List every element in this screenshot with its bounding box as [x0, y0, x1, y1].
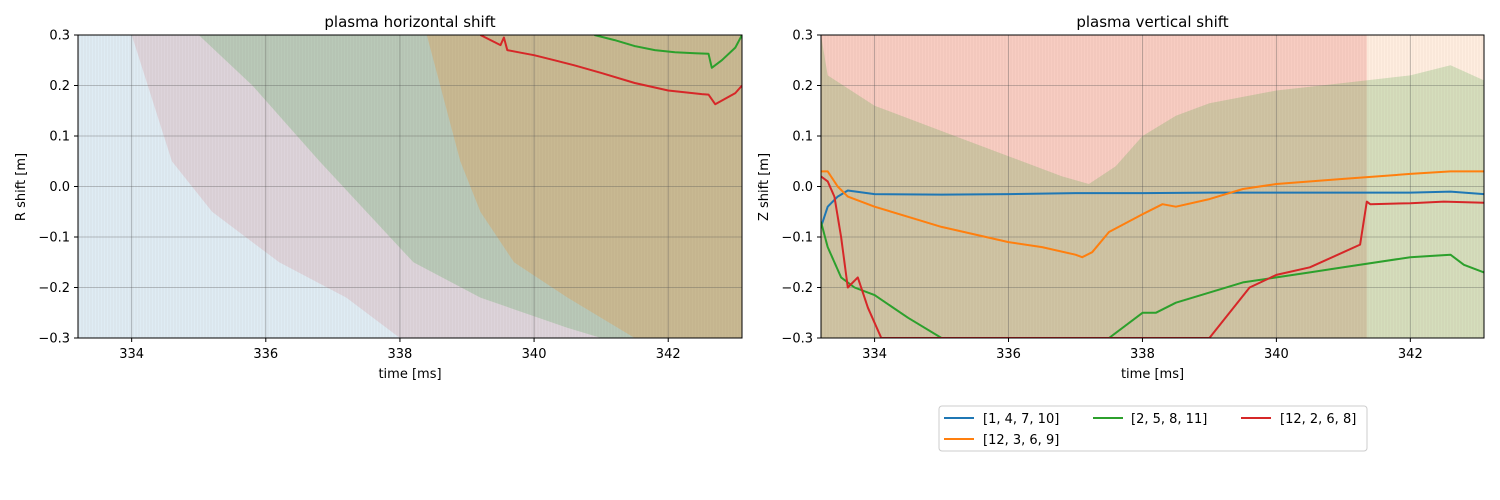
legend-label: [12, 2, 6, 8] — [1280, 412, 1356, 427]
series-line — [821, 170, 1484, 259]
stripes — [821, 35, 1483, 338]
x-tick-label: 336 — [253, 347, 278, 362]
x-tick-label: 340 — [1264, 347, 1289, 362]
x-tick-label: 340 — [522, 347, 547, 362]
series-line — [821, 189, 1484, 228]
y-tick-label: 0.0 — [792, 180, 813, 195]
series-line — [821, 221, 1484, 338]
series-line — [594, 35, 742, 69]
y-tick-label: −0.3 — [781, 332, 813, 347]
y-tick-label: 0.3 — [49, 29, 70, 44]
legend-label: [12, 3, 6, 9] — [983, 433, 1059, 448]
y-tick-label: 0.1 — [792, 130, 813, 145]
y-tick-label: 0.2 — [792, 79, 813, 94]
x-axis-label: time [ms] — [378, 367, 441, 382]
legend-label: [1, 4, 7, 10] — [983, 412, 1059, 427]
y-tick-label: 0.3 — [792, 29, 813, 44]
y-tick-label: −0.1 — [38, 231, 70, 246]
envelope-band — [78, 35, 742, 338]
vertical-shift-panel: plasma vertical shift time [ms] Z shift … — [757, 13, 1485, 382]
legend-label: [2, 5, 8, 11] — [1131, 412, 1207, 427]
y-tick-label: 0.2 — [49, 79, 70, 94]
x-tick-label: 334 — [119, 347, 144, 362]
envelope-band — [78, 35, 742, 338]
horizontal-shift-panel: plasma horizontal shift time [ms] R shif… — [14, 13, 743, 382]
envelope-band — [821, 35, 1367, 338]
y-tick-label: −0.2 — [781, 281, 813, 296]
y-tick-label: −0.1 — [781, 231, 813, 246]
series-line — [479, 35, 742, 106]
y-axis-label: R shift [m] — [14, 153, 29, 221]
envelope-band — [78, 35, 742, 338]
y-tick-label: 0.0 — [49, 180, 70, 195]
x-tick-label: 342 — [1398, 347, 1423, 362]
envelope-band — [821, 35, 1484, 338]
chart-title: plasma vertical shift — [1076, 13, 1228, 31]
y-axis-label: Z shift [m] — [757, 153, 772, 221]
legend: [1, 4, 7, 10] [2, 5, 8, 11] [12, 2, 6, 8… — [938, 405, 1368, 452]
series-line — [821, 175, 1484, 338]
y-tick-label: 0.1 — [49, 130, 70, 145]
x-tick-label: 342 — [656, 347, 681, 362]
x-tick-label: 338 — [388, 347, 413, 362]
envelope-band — [78, 35, 742, 338]
envelope-band — [821, 35, 1484, 338]
stripes — [78, 35, 740, 338]
x-axis-label: time [ms] — [1121, 367, 1184, 382]
y-tick-label: −0.3 — [38, 332, 70, 347]
plot-area — [78, 35, 742, 338]
x-tick-label: 336 — [996, 347, 1021, 362]
x-tick-label: 338 — [1130, 347, 1155, 362]
plot-area — [821, 35, 1484, 338]
x-tick-label: 334 — [862, 347, 887, 362]
chart-title: plasma horizontal shift — [324, 13, 495, 31]
y-tick-label: −0.2 — [38, 281, 70, 296]
